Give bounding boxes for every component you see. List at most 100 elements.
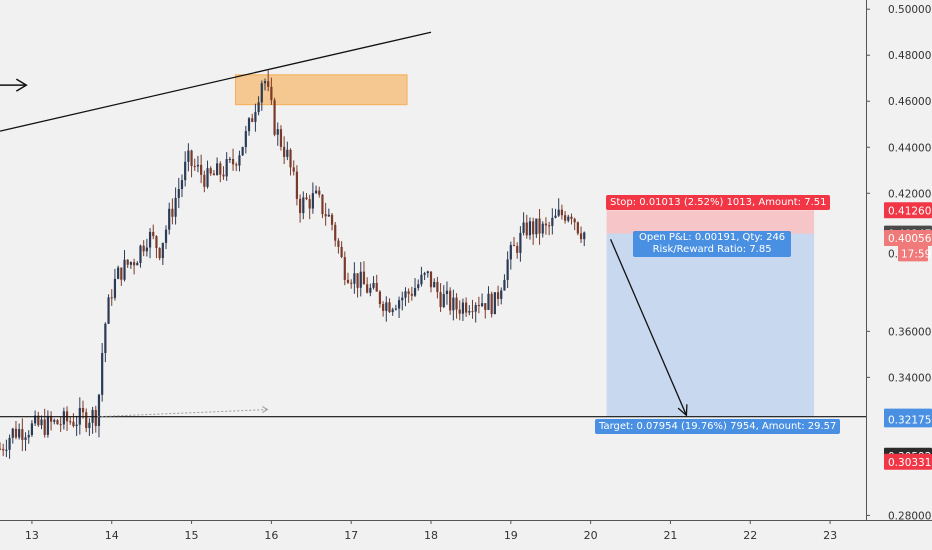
candle-body bbox=[375, 282, 378, 292]
candle-body bbox=[327, 214, 330, 217]
candle-body bbox=[81, 407, 85, 413]
price-label: 0.32175 bbox=[884, 411, 932, 428]
candle-body bbox=[0, 448, 2, 450]
candle-body bbox=[46, 415, 49, 435]
candle-body bbox=[283, 146, 286, 157]
candle-body bbox=[318, 190, 321, 195]
candle-body bbox=[59, 424, 62, 426]
time-tick-label: 22 bbox=[743, 529, 757, 542]
risk-reward-text: Risk/Reward Ratio: 7.85 bbox=[652, 244, 772, 255]
candle-body bbox=[101, 353, 104, 395]
price-label-bg bbox=[884, 453, 932, 470]
candle-body bbox=[276, 129, 279, 135]
price-label: 0.30331 bbox=[884, 453, 932, 470]
drawings-layer bbox=[0, 31, 866, 418]
price-label: 0.40056 bbox=[884, 230, 932, 247]
price-label-text: 0.40056 bbox=[888, 233, 932, 245]
candle-body bbox=[107, 297, 110, 324]
candle-body bbox=[369, 287, 372, 293]
candle-body bbox=[196, 164, 200, 167]
candle-body bbox=[490, 293, 493, 315]
candle-body bbox=[493, 292, 496, 315]
candle-body bbox=[372, 282, 375, 288]
candle-body bbox=[174, 197, 177, 217]
candle-body bbox=[567, 216, 570, 221]
time-tick-label: 16 bbox=[264, 529, 278, 542]
candle-body bbox=[442, 294, 445, 308]
price-label-prefix: 0. bbox=[888, 248, 898, 260]
candle-body bbox=[362, 271, 366, 285]
candle-body bbox=[267, 81, 270, 87]
candle-body bbox=[302, 197, 305, 214]
candle-body bbox=[496, 292, 500, 299]
candle-body bbox=[410, 293, 413, 296]
candle-body bbox=[385, 302, 388, 311]
target-zone bbox=[606, 233, 815, 417]
candle-body bbox=[583, 232, 586, 240]
candle-body bbox=[506, 259, 509, 280]
candle-body bbox=[206, 168, 209, 187]
candle-body bbox=[554, 215, 557, 218]
candle-body bbox=[62, 411, 65, 425]
candle-body bbox=[158, 248, 161, 259]
price-tick-label: 0.44000 bbox=[888, 142, 931, 154]
candle-body bbox=[34, 415, 37, 424]
candle-body bbox=[21, 429, 24, 440]
candle-body bbox=[215, 163, 219, 176]
candle-body bbox=[314, 190, 318, 194]
candle-body bbox=[343, 257, 346, 280]
candle-body bbox=[366, 284, 369, 293]
candle-body bbox=[203, 174, 206, 187]
candle-body bbox=[75, 424, 78, 427]
candle-body bbox=[142, 245, 145, 252]
price-label: 0. 17:59 bbox=[888, 245, 931, 262]
candle-body bbox=[126, 259, 129, 265]
candle-body bbox=[123, 259, 126, 280]
candle-body bbox=[330, 214, 334, 225]
price-axis: 0.50000 0.48000 0.46000 0.44000 0.42000 0.360… bbox=[866, 0, 932, 550]
dotted-projection-arrowhead bbox=[262, 406, 269, 413]
candle-body bbox=[104, 323, 107, 354]
candle-body bbox=[548, 225, 551, 227]
candle-body bbox=[43, 419, 46, 435]
candle-body bbox=[177, 189, 180, 198]
candle-body bbox=[94, 409, 97, 426]
candle-body bbox=[532, 221, 535, 235]
candle-body bbox=[164, 229, 168, 243]
open-pnl-text: Open P&L: 0.00191, Qty: 246 bbox=[639, 232, 786, 243]
price-tick-label: 0.42000 bbox=[888, 188, 931, 200]
candle-body bbox=[129, 262, 132, 265]
time-tick-label: 15 bbox=[185, 529, 199, 542]
candle-body bbox=[40, 419, 43, 426]
candle-body bbox=[273, 100, 276, 135]
candle-body bbox=[299, 198, 302, 214]
candle-body bbox=[152, 231, 155, 237]
candle-body bbox=[404, 291, 407, 298]
time-tick-label: 19 bbox=[504, 529, 518, 542]
candle-body bbox=[391, 309, 394, 313]
candle-body bbox=[500, 290, 503, 299]
candle-body bbox=[193, 166, 196, 168]
candle-body bbox=[209, 168, 212, 174]
candle-body bbox=[321, 194, 324, 215]
candle-body bbox=[190, 150, 193, 167]
candle-body bbox=[468, 311, 471, 313]
candle-body bbox=[471, 311, 474, 313]
candle-body bbox=[113, 278, 117, 298]
candle-body bbox=[241, 147, 244, 156]
candle-body bbox=[286, 149, 289, 157]
candle-body bbox=[49, 415, 53, 422]
candle-body bbox=[394, 308, 397, 310]
candle-body bbox=[11, 428, 14, 438]
price-label-bg bbox=[884, 411, 932, 428]
candle-body bbox=[289, 149, 292, 168]
supply-zone bbox=[234, 74, 408, 106]
candle-body bbox=[449, 290, 452, 311]
candle-body bbox=[120, 267, 123, 280]
candle-body bbox=[378, 291, 382, 305]
candle-body bbox=[270, 86, 273, 101]
candle-body bbox=[88, 422, 91, 429]
candle-body bbox=[85, 412, 88, 429]
candle-body bbox=[407, 291, 410, 294]
time-tick-label: 14 bbox=[105, 529, 119, 542]
